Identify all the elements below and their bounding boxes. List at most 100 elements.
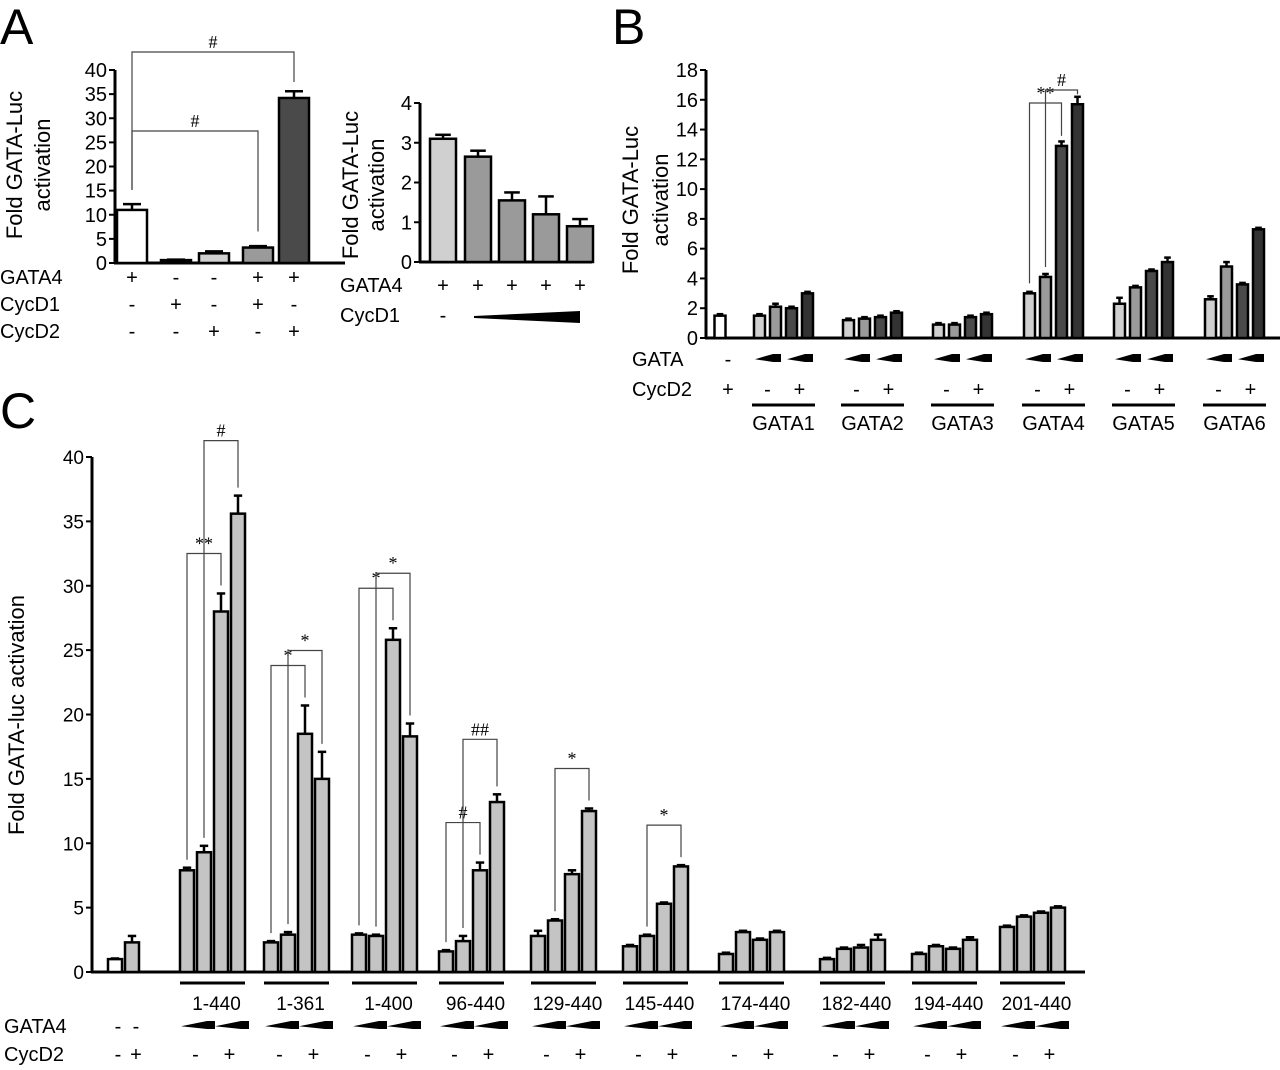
- significance-bracket: [375, 572, 411, 927]
- condition-mark: -: [725, 349, 732, 371]
- significance-bracket: [646, 824, 682, 927]
- y-tick-label: 25: [85, 132, 107, 154]
- significance-label: #: [217, 421, 226, 441]
- bar: [313, 777, 331, 974]
- condition-mark: -: [133, 1016, 140, 1038]
- gata-construct-wedge-icon: [440, 1021, 474, 1029]
- gata-construct-wedge-icon: [1206, 354, 1232, 362]
- bar: [1160, 260, 1175, 340]
- bar: [106, 957, 124, 974]
- condition-mark: +: [1154, 379, 1166, 401]
- gata-construct-wedge-icon: [754, 1021, 788, 1029]
- bar: [1203, 298, 1218, 340]
- condition-mark: -: [211, 267, 218, 289]
- bar: [869, 938, 887, 974]
- condition-mark: -: [924, 1044, 931, 1066]
- bar: [471, 869, 489, 974]
- condition-mark: +: [794, 379, 806, 401]
- bar: [857, 317, 872, 340]
- bar: [565, 224, 595, 264]
- gata-construct-wedge-icon: [215, 1021, 249, 1029]
- y-tick-label: 5: [73, 899, 84, 920]
- bar: [1022, 292, 1037, 340]
- bar: [1128, 286, 1143, 340]
- condition-mark: +: [208, 321, 220, 343]
- condition-mark: -: [440, 305, 447, 327]
- condition-mark: -: [943, 379, 950, 401]
- gata-construct-wedge-icon: [181, 1021, 215, 1029]
- bar: [262, 941, 280, 974]
- condition-mark: +: [1044, 1044, 1056, 1066]
- bar: [768, 305, 783, 340]
- gata-construct-wedge-icon: [1025, 354, 1051, 362]
- y-tick-label: 35: [63, 512, 84, 533]
- condition-mark: -: [1215, 379, 1222, 401]
- condition-mark: +: [126, 267, 138, 289]
- condition-mark: +: [864, 1044, 876, 1066]
- condition-mark: -: [764, 379, 771, 401]
- bar: [768, 930, 786, 974]
- y-tick-label: 20: [63, 706, 84, 727]
- y-tick-label: 4: [401, 93, 412, 115]
- group-label: GATA1: [752, 413, 815, 435]
- y-tick-label: 10: [676, 179, 698, 201]
- condition-mark: -: [291, 294, 298, 316]
- bar: [212, 610, 230, 974]
- y-tick-label: 40: [63, 448, 84, 469]
- bar: [713, 314, 727, 340]
- group-label: 129-440: [533, 994, 603, 1015]
- bar: [1070, 102, 1085, 340]
- bar: [979, 312, 994, 340]
- gata-construct-wedge-icon: [966, 354, 992, 362]
- gata-construct-wedge-icon: [265, 1021, 299, 1029]
- panel-letter-a: A: [0, 0, 34, 55]
- bar: [947, 323, 962, 340]
- condition-mark: +: [506, 275, 518, 297]
- bar: [401, 735, 419, 974]
- y-tick-label: 16: [676, 90, 698, 112]
- condition-mark: -: [211, 294, 218, 316]
- y-tick-label: 40: [85, 60, 107, 82]
- bar: [751, 938, 769, 974]
- bar: [734, 930, 752, 974]
- bar: [752, 314, 767, 340]
- condition-mark: -: [192, 1044, 199, 1066]
- condition-mark: +: [575, 1044, 587, 1066]
- condition-mark: -: [1012, 1044, 1019, 1066]
- row-label: GATA4: [340, 275, 403, 297]
- bar: [195, 851, 213, 974]
- gata-construct-wedge-icon: [566, 1021, 600, 1029]
- y-axis-label: Fold GATA-Luc: [338, 111, 363, 259]
- group-label: 1-400: [364, 994, 413, 1015]
- y-tick-label: 25: [63, 641, 84, 662]
- gata-construct-wedge-icon: [624, 1021, 658, 1029]
- bar: [497, 199, 527, 264]
- condition-mark: -: [451, 1044, 458, 1066]
- bar: [563, 872, 581, 974]
- row-label: GATA: [632, 349, 684, 371]
- group-label: GATA5: [1112, 413, 1175, 435]
- y-tick-label: 6: [687, 239, 698, 261]
- bar: [927, 945, 945, 974]
- significance-label: #: [1057, 70, 1066, 90]
- bar: [852, 946, 870, 974]
- group-label: 145-440: [625, 994, 695, 1015]
- condition-mark: +: [472, 275, 484, 297]
- condition-mark: +: [574, 275, 586, 297]
- y-tick-label: 0: [73, 963, 84, 984]
- gata-construct-wedge-icon: [299, 1021, 333, 1029]
- gata-construct-wedge-icon: [934, 354, 960, 362]
- bar: [800, 292, 815, 340]
- y-tick-label: 15: [63, 770, 84, 791]
- y-tick-label: 5: [96, 229, 107, 251]
- bar: [910, 952, 928, 974]
- y-axis-label: activation: [364, 139, 389, 232]
- row-label: CycD1: [340, 305, 400, 327]
- group-label: 1-440: [192, 994, 241, 1015]
- condition-mark: +: [288, 267, 300, 289]
- bar: [350, 933, 368, 974]
- group-label: GATA6: [1203, 413, 1266, 435]
- condition-mark: +: [1245, 379, 1257, 401]
- group-label: 201-440: [1002, 994, 1072, 1015]
- bar: [672, 865, 690, 974]
